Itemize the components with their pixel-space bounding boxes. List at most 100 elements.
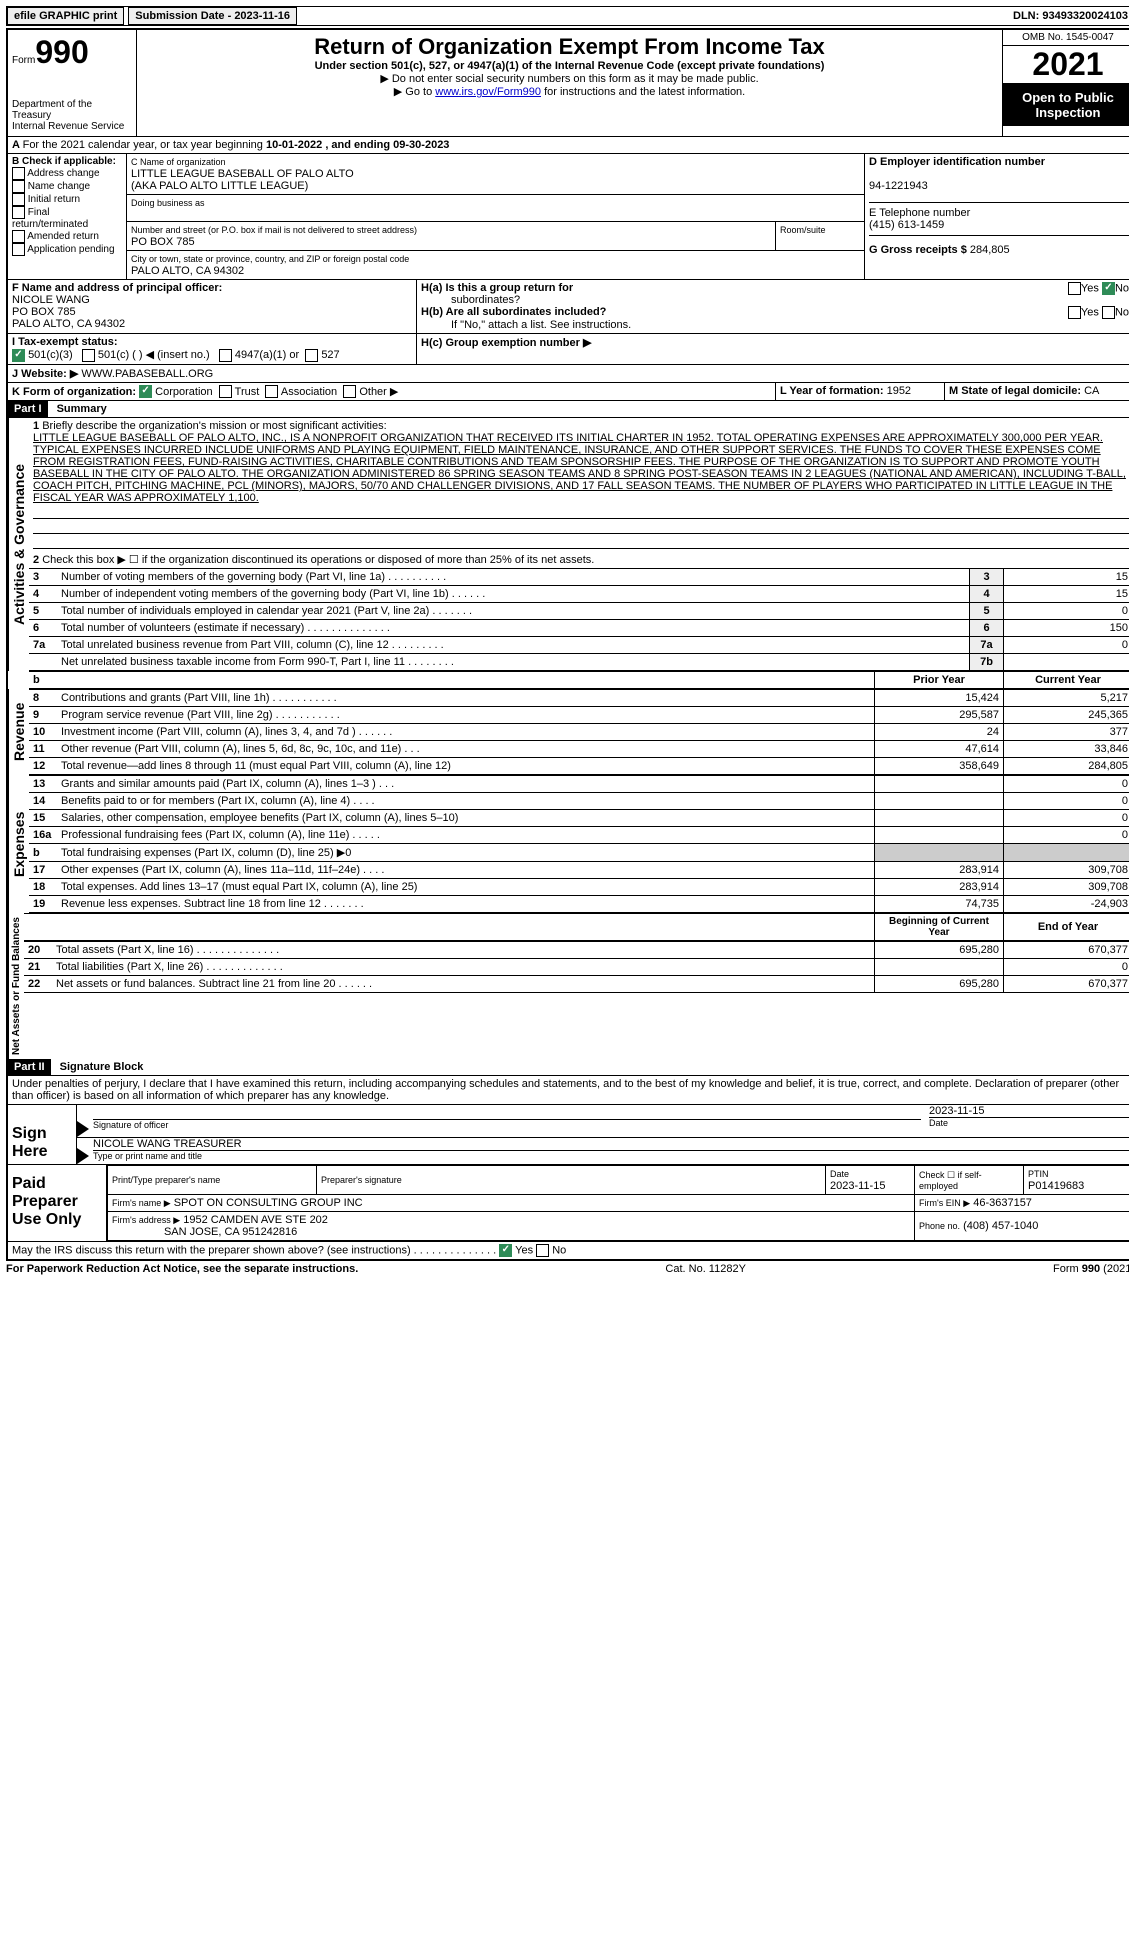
gross-label: G Gross receipts $: [869, 244, 967, 256]
top-bar: efile GRAPHIC print Submission Date - 20…: [6, 6, 1129, 26]
year-formed-label: L Year of formation:: [780, 385, 884, 397]
tax-year-begin: 10-01-2022: [266, 139, 322, 151]
check-501c3[interactable]: ✓: [12, 349, 25, 362]
exp-table: 13 Grants and similar amounts paid (Part…: [29, 775, 1129, 913]
opt-501c: 501(c) ( ) ◀ (insert no.): [98, 349, 210, 361]
header-mid: Return of Organization Exempt From Incom…: [137, 30, 1002, 136]
addr-label: Number and street (or P.O. box if mail i…: [131, 225, 417, 235]
q1-label: Briefly describe the organization's miss…: [42, 420, 386, 432]
goto-post: for instructions and the latest informat…: [541, 86, 745, 98]
website-label: J Website: ▶: [12, 368, 78, 380]
ha-no-check[interactable]: ✓: [1102, 282, 1115, 295]
domicile-label: M State of legal domicile:: [949, 385, 1081, 397]
section-revenue: Revenue: [8, 689, 29, 775]
part2-header: Part II: [8, 1059, 51, 1075]
opt-corp: Corporation: [155, 386, 212, 398]
opt-initial-return: Initial return: [28, 194, 80, 205]
discuss-yes-check[interactable]: ✓: [499, 1244, 512, 1257]
check-amended[interactable]: [12, 230, 25, 243]
irs-link[interactable]: www.irs.gov/Form990: [435, 86, 541, 98]
inspection-line1: Open to Public: [1022, 90, 1114, 105]
check-assoc[interactable]: [265, 385, 278, 398]
check-address-change[interactable]: [12, 167, 25, 180]
box-deg: D Employer identification number 94-1221…: [865, 154, 1129, 279]
form-prefix: Form: [12, 55, 35, 66]
discuss-yes: Yes: [515, 1245, 533, 1257]
year-formed: 1952: [887, 385, 911, 397]
org-aka: (AKA PALO ALTO LITTLE LEAGUE): [131, 180, 308, 192]
opt-address-change: Address change: [27, 168, 99, 179]
revenue-section: Revenue 8 Contributions and grants (Part…: [8, 689, 1129, 775]
room-label: Room/suite: [780, 225, 826, 235]
line-a: A For the 2021 calendar year, or tax yea…: [8, 137, 1129, 154]
ein-label: D Employer identification number: [869, 156, 1045, 168]
table-row: 7a Total unrelated business revenue from…: [29, 637, 1129, 654]
dln-label: DLN: 93493320024103: [1007, 8, 1129, 24]
table-row: 21 Total liabilities (Part X, line 26) .…: [24, 959, 1129, 976]
table-row: 5 Total number of individuals employed i…: [29, 603, 1129, 620]
box-k: K Form of organization: ✓ Corporation Tr…: [8, 383, 776, 401]
box-c-label: C Name of organization: [131, 157, 226, 167]
officer-printed-name: NICOLE WANG TREASURER: [93, 1138, 1129, 1150]
discuss-no-check[interactable]: [536, 1244, 549, 1257]
entity-block: B Check if applicable: Address change Na…: [8, 154, 1129, 280]
org-name: LITTLE LEAGUE BASEBALL OF PALO ALTO: [131, 168, 354, 180]
opt-4947: 4947(a)(1) or: [235, 349, 299, 361]
check-final-return[interactable]: [12, 206, 25, 219]
dba-label: Doing business as: [131, 198, 205, 208]
sign-here-label: Sign Here: [8, 1105, 77, 1164]
check-initial-return[interactable]: [12, 193, 25, 206]
firm-name: SPOT ON CONSULTING GROUP INC: [174, 1197, 363, 1209]
sig-date: 2023-11-15: [929, 1105, 1129, 1117]
table-row: 11 Other revenue (Part VIII, column (A),…: [29, 741, 1129, 758]
check-4947[interactable]: [219, 349, 232, 362]
sig-arrow2-icon: [77, 1148, 89, 1164]
hc-label: H(c) Group exemption number ▶: [421, 337, 591, 349]
form-subtitle-2: ▶ Do not enter social security numbers o…: [141, 72, 998, 85]
dept-irs: Internal Revenue Service: [12, 121, 132, 132]
form-number: 990: [35, 34, 88, 70]
form-container: Form990 Department of the Treasury Inter…: [6, 28, 1129, 1261]
table-row: 15 Salaries, other compensation, employe…: [29, 810, 1129, 827]
self-employed: Check ☐ if self-employed: [915, 1166, 1024, 1195]
officer-name: NICOLE WANG: [12, 294, 90, 306]
firm-ein: 46-3637157: [973, 1197, 1032, 1209]
table-row: 14 Benefits paid to or for members (Part…: [29, 793, 1129, 810]
hb-no: No: [1115, 306, 1129, 318]
efile-print-button[interactable]: efile GRAPHIC print: [7, 7, 124, 25]
paid-preparer-label: Paid Preparer Use Only: [8, 1165, 107, 1241]
prep-sig-label: Preparer's signature: [321, 1175, 402, 1185]
hb-no-check[interactable]: [1102, 306, 1115, 319]
check-527[interactable]: [305, 349, 318, 362]
ha-yes-check[interactable]: [1068, 282, 1081, 295]
form-org-label: K Form of organization:: [12, 386, 136, 398]
box-i: I Tax-exempt status: ✓ 501(c)(3) 501(c) …: [8, 334, 417, 364]
table-row: 6 Total number of volunteers (estimate i…: [29, 620, 1129, 637]
part2-header-row: Part II Signature Block: [8, 1059, 1129, 1076]
discuss-text: May the IRS discuss this return with the…: [12, 1245, 496, 1257]
page-footer: For Paperwork Reduction Act Notice, see …: [6, 1261, 1129, 1275]
tax-year: 2021: [1003, 46, 1129, 84]
gov-table: 3 Number of voting members of the govern…: [29, 568, 1129, 671]
box-l: L Year of formation: 1952: [776, 383, 945, 401]
hb-yes-check[interactable]: [1068, 306, 1081, 319]
opt-other: Other ▶: [359, 386, 398, 398]
box-m: M State of legal domicile: CA: [945, 383, 1129, 401]
check-corp[interactable]: ✓: [139, 385, 152, 398]
check-other[interactable]: [343, 385, 356, 398]
dept-treasury: Department of the Treasury: [12, 99, 132, 121]
prior-current-header: . b Prior Year Current Year: [8, 671, 1129, 689]
ha-label: H(a) Is this a group return for: [421, 282, 573, 294]
tax-year-end: 09-30-2023: [393, 139, 449, 151]
section-activities: Activities & Governance: [8, 418, 29, 671]
part1-body: Activities & Governance 1 Briefly descri…: [8, 418, 1129, 671]
check-app-pending[interactable]: [12, 243, 25, 256]
line-a-mid: , and ending: [325, 139, 393, 151]
check-name-change[interactable]: [12, 180, 25, 193]
q2-label: Check this box ▶ ☐ if the organization d…: [42, 554, 594, 566]
firm-ein-label: Firm's EIN ▶: [919, 1198, 970, 1208]
officer-addr2: PALO ALTO, CA 94302: [12, 318, 125, 330]
phone-value: (415) 613-1459: [869, 219, 944, 231]
check-trust[interactable]: [219, 385, 232, 398]
check-501c[interactable]: [82, 349, 95, 362]
